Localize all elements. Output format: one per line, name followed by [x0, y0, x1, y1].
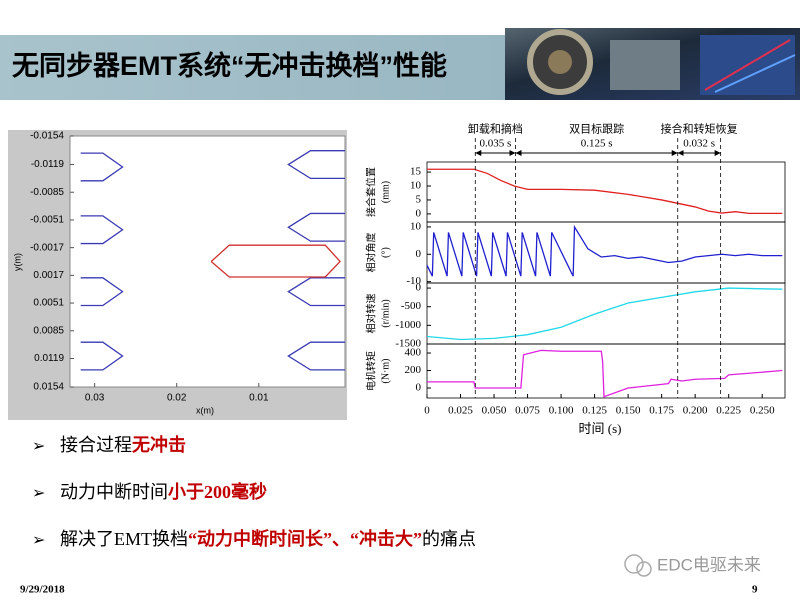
- bullet-text: 动力中断时间小于200毫秒: [60, 481, 267, 502]
- signal-line: [427, 168, 783, 214]
- y-tick-label: -500: [401, 300, 422, 312]
- bullets: ➢ 接合过程无冲击 ➢ 动力中断时间小于200毫秒 ➢ 解决了EMT换档“动力中断时间长”…: [32, 434, 476, 549]
- x-tick-label: 0: [424, 405, 430, 417]
- x-tick-label: 0.250: [750, 405, 775, 417]
- y-tick-label: -0.0119: [31, 159, 65, 170]
- header-photo: [505, 28, 800, 100]
- bullet-part: “动力中断时间长”、“冲击大”: [188, 528, 422, 549]
- signal-line: [426, 224, 783, 277]
- phase-duration: 0.125 s: [581, 138, 613, 150]
- bullet-marker: ➢: [32, 438, 45, 455]
- tooth-profile: [210, 244, 341, 278]
- x-tick-label: 0.02: [167, 393, 187, 404]
- bullet-part: 解决了EMT换档: [60, 529, 188, 549]
- watermark-icon: [624, 554, 652, 577]
- footer-page: 9: [752, 584, 758, 596]
- y-tick-label: 0: [416, 382, 422, 394]
- y-tick-label: -0.0017: [30, 242, 64, 253]
- left-chart: -0.0154 -0.0119 -0.0085 -0.0051 -0.0017 0.001…: [12, 131, 345, 415]
- y-tick-label: -10: [406, 275, 421, 287]
- y-tick-label: 0.0017: [33, 270, 64, 281]
- y-tick-label: 10: [410, 220, 422, 232]
- bullet-part: 的痛点: [422, 529, 476, 549]
- y-tick-label: 200: [405, 364, 422, 376]
- y-tick-label: 0: [416, 207, 422, 219]
- x-tick-label: 0.03: [85, 393, 105, 404]
- x-tick-label: 0.100: [549, 405, 574, 417]
- phase-duration: 0.035 s: [479, 138, 511, 150]
- watermark: EDC电驱未来: [657, 555, 761, 574]
- x-axis-label: 时间 (s): [579, 421, 622, 436]
- y-tick-label: -0.0154: [30, 131, 64, 142]
- phase-label: 接合和转矩恢复: [661, 122, 738, 136]
- tooth-profile: [287, 212, 345, 242]
- y-tick-label: 0.0085: [33, 325, 64, 336]
- tooth-profile: [80, 152, 124, 182]
- x-tick-label: 0.150: [616, 405, 641, 417]
- panel-ylabel: 接合套位置: [364, 167, 377, 217]
- y-tick-label: -1000: [395, 319, 421, 331]
- x-tick-label: 0.075: [515, 405, 540, 417]
- bullet-text: 接合过程无冲击: [60, 434, 186, 455]
- bullet-part: 小于200毫秒: [168, 481, 267, 502]
- panel-yunit: (°): [380, 247, 391, 258]
- y-tick-label: 0: [416, 248, 422, 260]
- bullet-part: 无冲击: [132, 434, 186, 455]
- x-tick-label: 0.050: [482, 405, 507, 417]
- x-tick-label: 0.200: [683, 405, 708, 417]
- panel-yunit: (r/min): [380, 299, 391, 327]
- panel-ylabel: 相对角度: [364, 233, 377, 273]
- panel-ylabel: 电机转矩: [364, 351, 377, 391]
- x-tick-label: 0.175: [649, 405, 674, 417]
- phase-duration: 0.032 s: [683, 138, 715, 150]
- panel-yunit: (mm): [380, 181, 391, 203]
- x-tick-label: 0.025: [448, 405, 473, 417]
- tooth-profile: [287, 277, 345, 307]
- bullet-marker: ➢: [32, 485, 45, 502]
- phase-label: 卸载和摘档: [468, 122, 523, 136]
- tooth-profile: [80, 277, 124, 307]
- y-tick-label: 400: [405, 347, 422, 359]
- x-tick-label: 0.125: [582, 405, 607, 417]
- phase-label: 双目标跟踪: [569, 122, 624, 136]
- tooth-profile: [80, 341, 124, 371]
- left-plot-area: [69, 135, 346, 388]
- y-tick-label: 0.0154: [33, 382, 64, 393]
- bullet-part: 动力中断时间: [60, 482, 168, 502]
- x-tick-label: 0.01: [249, 393, 269, 404]
- y-tick-label: -0.0085: [30, 187, 64, 198]
- signal-line: [427, 349, 783, 398]
- y-tick-label: -0.0051: [30, 215, 64, 226]
- y-tick-label: -1500: [395, 338, 421, 350]
- bullet-part: 接合过程: [60, 435, 132, 455]
- bullet-marker: ➢: [32, 532, 45, 549]
- footer-date: 9/29/2018: [20, 584, 65, 596]
- panel-ylabel: 相对转速: [364, 294, 377, 334]
- panel-yunit: (N·m): [380, 359, 391, 384]
- y-axis-label: y(m): [12, 253, 22, 271]
- y-tick-label: 5: [416, 193, 422, 205]
- y-tick-label: 10: [410, 180, 422, 192]
- signal-line: [426, 287, 783, 341]
- bullet-text: 解决了EMT换档“动力中断时间长”、“冲击大”的痛点: [60, 528, 476, 549]
- x-axis-label: x(m): [196, 405, 214, 415]
- x-tick-label: 0.225: [716, 405, 741, 417]
- tooth-profile: [287, 150, 345, 180]
- slide-title: 无同步器EMT系统“无冲击换档”性能: [12, 50, 447, 81]
- tooth-profile: [80, 215, 124, 245]
- y-tick-label: 0: [416, 282, 422, 294]
- y-tick-label: 15: [410, 166, 422, 178]
- y-tick-label: 0.0051: [33, 298, 64, 309]
- tooth-profile: [287, 341, 345, 371]
- y-tick-label: 0.0119: [34, 353, 64, 364]
